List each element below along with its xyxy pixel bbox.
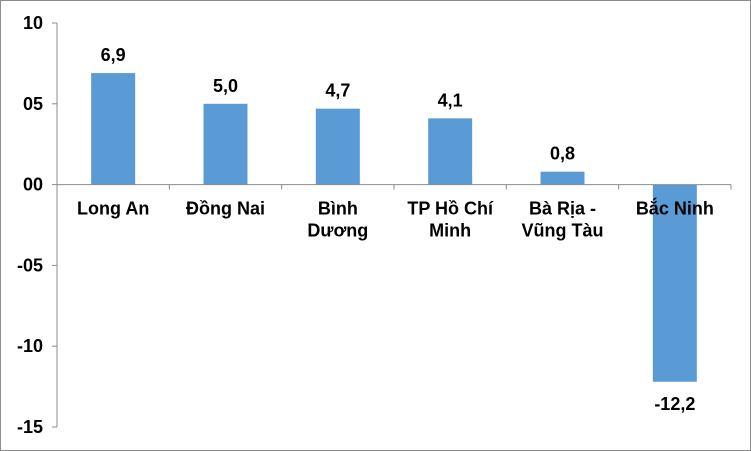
bar	[428, 118, 473, 185]
bar	[315, 108, 360, 185]
data-label: -12,2	[654, 394, 695, 414]
data-label: 4,1	[438, 90, 463, 110]
y-tick-label: 05	[23, 94, 43, 114]
data-label: 4,7	[325, 81, 350, 101]
bar	[652, 184, 697, 382]
category-label: Đồng Nai	[186, 199, 265, 219]
data-label: 5,0	[213, 76, 238, 96]
bar	[91, 73, 136, 185]
category-label: Long An	[77, 199, 149, 219]
data-label: 6,9	[101, 45, 126, 65]
y-tick-label: -05	[17, 255, 43, 275]
category-label: TP Hồ Chí Minh	[407, 199, 494, 241]
y-tick-label: -10	[17, 336, 43, 356]
y-tick-label: -15	[17, 417, 43, 437]
data-label: 0,8	[550, 144, 575, 164]
y-tick-label: 00	[23, 175, 43, 195]
category-label: Bà Rịa -Vũng Tàu	[522, 199, 604, 241]
category-label: Bình Dương	[307, 199, 368, 241]
bar	[203, 103, 248, 185]
y-tick-label: 10	[23, 13, 43, 33]
bar	[540, 171, 585, 185]
category-label: Bắc Ninh	[636, 198, 714, 219]
